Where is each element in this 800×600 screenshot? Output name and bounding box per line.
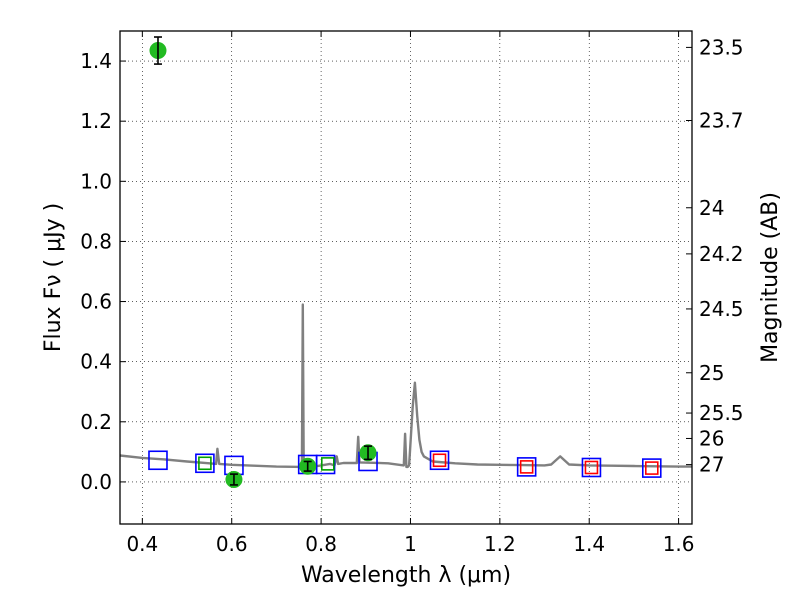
x-tick-label: 1.2	[484, 532, 516, 556]
photometry-square-marker	[584, 460, 599, 475]
photometry-square-marker	[148, 450, 168, 471]
photometry-square-marker	[198, 456, 212, 471]
x-tick-label: 0.8	[305, 532, 337, 556]
photometry-square-marker	[581, 457, 602, 478]
y2-tick-label: 25.5	[699, 401, 744, 425]
x-tick-label: 1	[404, 532, 417, 556]
y-tick-label: 0.0	[80, 470, 112, 494]
y-tick-label: 1.2	[80, 109, 112, 133]
photometry-square-marker	[432, 453, 447, 468]
y2-tick-label: 27	[699, 453, 724, 477]
y-tick-label: 0.8	[80, 229, 112, 253]
photometry-square-marker	[641, 458, 662, 478]
y2-tick-label: 23.7	[699, 109, 744, 133]
x-tick-label: 1.6	[663, 532, 695, 556]
model-spectrum-line	[120, 303, 692, 469]
y-axis-label: Flux Fν ( μJy )	[41, 203, 66, 352]
x-tick-label: 1.4	[573, 532, 605, 556]
y-tick-label: 0.4	[80, 350, 112, 374]
photometry-square-marker	[429, 450, 450, 471]
x-axis-label: Wavelength λ (μm)	[301, 563, 511, 588]
plot-data	[120, 36, 692, 489]
photometry-square-marker	[320, 457, 335, 471]
y-tick-label: 0.6	[80, 290, 112, 314]
y2-tick-label: 26	[699, 426, 724, 450]
photometry-square-marker	[644, 461, 659, 475]
photometry-square-marker	[516, 457, 537, 477]
y-tick-label: 1.0	[80, 169, 112, 193]
photometry-square-marker	[519, 460, 534, 474]
y2-tick-label: 24.5	[699, 297, 744, 321]
plot-frame	[119, 30, 693, 525]
y2-tick-label: 24.2	[699, 242, 744, 266]
y-tick-label: 1.4	[80, 49, 112, 73]
grid-lines	[120, 31, 692, 524]
y2-tick-label: 25	[699, 361, 724, 385]
photometry-square-marker	[195, 453, 215, 474]
axis-ticks: 0.4 0.6 0.8 1 1.2 1.4 1.6 0.0 0.2 0.4 0.6 0.8 1.0 1.2…	[80, 31, 744, 556]
y2-tick-label: 23.5	[699, 35, 744, 59]
x-tick-label: 0.6	[216, 532, 248, 556]
x-tick-label: 0.4	[126, 532, 158, 556]
y-tick-label: 0.2	[80, 410, 112, 434]
y2-axis-label: Magnitude (AB)	[758, 192, 783, 363]
y2-tick-label: 24	[699, 196, 724, 220]
